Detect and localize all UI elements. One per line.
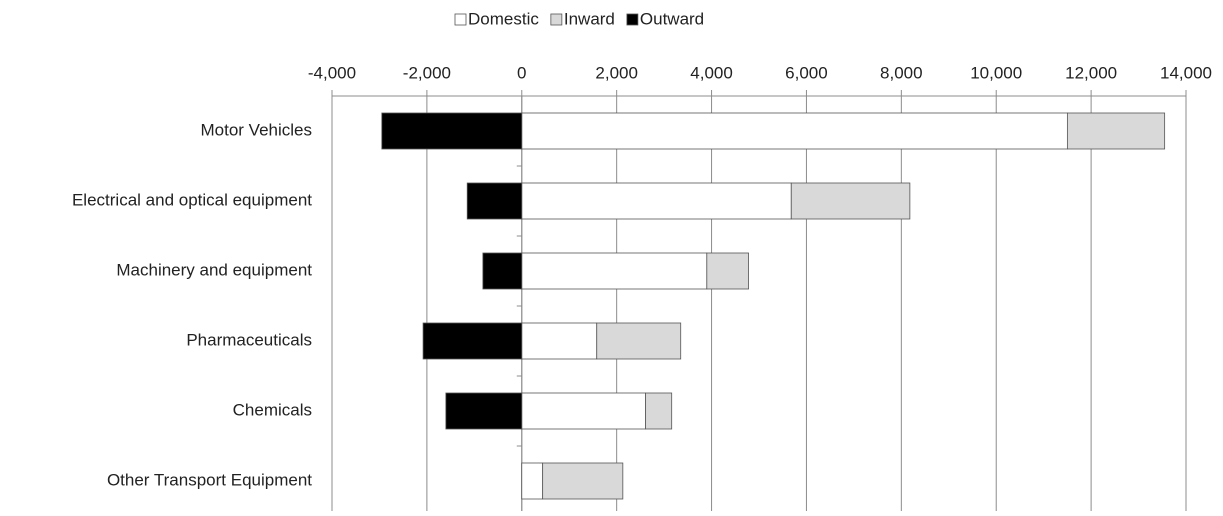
- bar: [706, 252, 749, 290]
- bar: [790, 182, 911, 220]
- bar: [482, 252, 523, 290]
- x-tick-label: 4,000: [690, 63, 733, 82]
- bar: [521, 182, 792, 220]
- y-tick-label: Motor Vehicles: [201, 120, 313, 139]
- y-tick-label: Pharmaceuticals: [186, 330, 312, 349]
- bar: [466, 182, 523, 220]
- bar: [445, 392, 523, 430]
- bar: [542, 462, 624, 500]
- bar: [521, 112, 1068, 150]
- legend-label: Inward: [564, 9, 615, 28]
- x-tick-label: 12,000: [1065, 63, 1117, 82]
- x-tick-label: 14,000: [1160, 63, 1212, 82]
- x-tick-label: 6,000: [785, 63, 828, 82]
- legend-label: Outward: [640, 9, 704, 28]
- legend-swatch: [454, 13, 467, 26]
- x-tick-label: 10,000: [970, 63, 1022, 82]
- bar: [521, 392, 647, 430]
- bar: [1066, 112, 1166, 150]
- bar: [381, 112, 523, 150]
- bar: [596, 322, 682, 360]
- bar: [521, 462, 544, 500]
- x-tick-label: 0: [517, 63, 526, 82]
- x-tick-label: 8,000: [880, 63, 923, 82]
- bar: [422, 322, 523, 360]
- legend-swatch: [550, 13, 563, 26]
- y-tick-label: Electrical and optical equipment: [72, 190, 312, 209]
- legend-swatch: [626, 13, 639, 26]
- y-tick-label: Other Transport Equipment: [107, 470, 312, 489]
- x-tick-label: -2,000: [403, 63, 451, 82]
- legend-label: Domestic: [468, 9, 539, 28]
- y-tick-label: Chemicals: [233, 400, 312, 419]
- bar: [521, 322, 598, 360]
- bar: [645, 392, 673, 430]
- y-tick-label: Machinery and equipment: [116, 260, 312, 279]
- x-tick-label: 2,000: [595, 63, 638, 82]
- bar: [521, 252, 708, 290]
- x-tick-label: -4,000: [308, 63, 356, 82]
